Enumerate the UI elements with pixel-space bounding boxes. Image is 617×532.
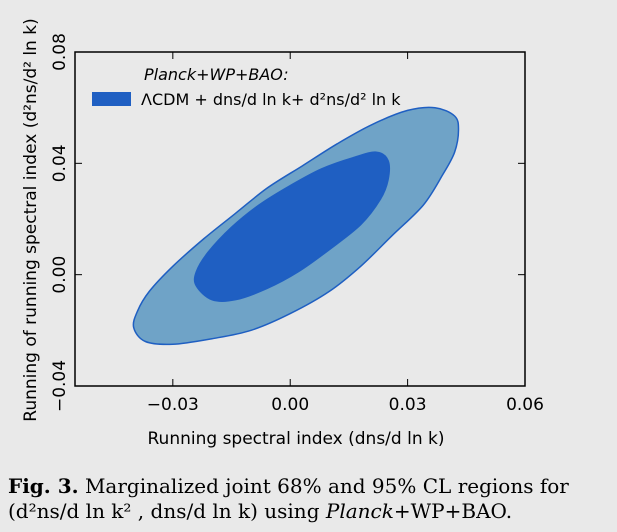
y-axis-label: Running of running spectral index (d²ns/… [21, 18, 41, 421]
x-tick-label: 0.06 [506, 395, 544, 415]
x-axis-label: Running spectral index (dns/d ln k) [148, 429, 445, 449]
caption-tail: +WP+BAO. [393, 499, 513, 523]
confidence-regions [132, 106, 460, 346]
caption-label: Fig. 3. [8, 474, 79, 498]
y-tick-label: 0.08 [50, 33, 70, 71]
caption-text-1: Marginalized joint 68% and 95% CL region… [84, 474, 569, 498]
x-tick-label: −0.03 [147, 395, 199, 415]
y-tick-label: 0.04 [50, 144, 70, 182]
figure-caption: Fig. 3. Marginalized joint 68% and 95% C… [8, 474, 611, 524]
x-tick-label: 0.00 [271, 395, 309, 415]
plot-frame [74, 51, 526, 387]
axis-ticks [75, 51, 526, 387]
y-tick-label: −0.04 [50, 360, 70, 412]
region-68-cl [193, 151, 390, 303]
legend-title: Planck+WP+BAO: [144, 65, 289, 84]
legend-swatch [92, 92, 131, 106]
x-tick-label: 0.03 [389, 395, 427, 415]
tick-labels: −0.03 0.00 0.03 0.06 −0.04 0.00 0.04 0.08 [50, 33, 544, 415]
caption-line-2: (d²ns/d ln k² , dns/d ln k) using Planck… [8, 499, 611, 524]
caption-planck: Planck [325, 499, 394, 523]
legend: Planck+WP+BAO: ΛCDM + dns/d ln k+ d²ns/d… [92, 65, 401, 109]
caption-math: (d²ns/d ln k² , dns/d ln k) using [8, 499, 326, 523]
caption-line-1: Fig. 3. Marginalized joint 68% and 95% C… [8, 474, 611, 499]
contour-chart: −0.03 0.00 0.03 0.06 −0.04 0.00 0.04 0.08 Runni… [21, 18, 544, 449]
legend-entry: ΛCDM + dns/d ln k+ d²ns/d² ln k [141, 90, 401, 109]
y-tick-label: 0.00 [50, 256, 70, 294]
